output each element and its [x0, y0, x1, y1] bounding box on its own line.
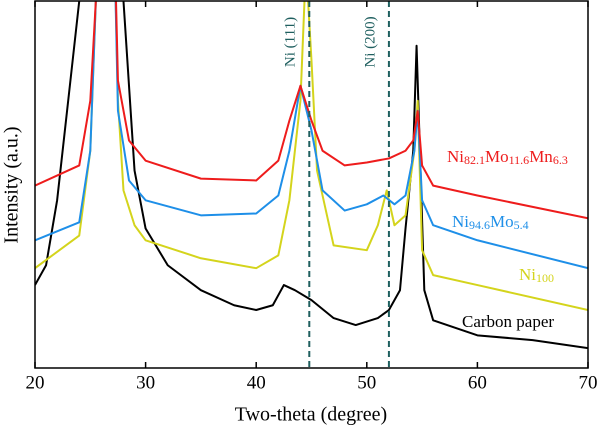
legend-text-part: 6.3 — [553, 153, 568, 167]
x-tick-label: 20 — [26, 372, 45, 393]
x-axis-label: Two-theta (degree) — [235, 404, 387, 426]
legend-text-part: Ni — [519, 265, 536, 284]
data-line — [35, 1, 588, 220]
annotation: Ni (111) — [283, 17, 299, 67]
x-tick-label: 30 — [136, 372, 155, 393]
legend-text-part: Ni — [447, 147, 464, 166]
x-tick-label: 60 — [468, 372, 487, 393]
legend-text-part: Mo — [485, 147, 509, 166]
legend-text-part: Mo — [490, 212, 514, 231]
y-axis-label: Intensity (a.u.) — [1, 126, 23, 243]
x-tick-label: 40 — [247, 372, 266, 393]
plot-frame — [34, 0, 589, 369]
plot-area — [35, 1, 588, 350]
legend-text-part: 94.6 — [469, 218, 490, 232]
x-tick-label: 50 — [357, 372, 376, 393]
legend-label: Ni100 — [519, 265, 554, 285]
legend-text-part: 82.1 — [464, 153, 485, 167]
legend-text-part: 5.4 — [514, 218, 529, 232]
legend-text-part: 100 — [536, 271, 554, 285]
x-tick-label: 70 — [579, 372, 598, 393]
legend-label: Ni82.1Mo11.6Mn6.3 — [447, 147, 568, 167]
legend-label: Ni94.6Mo5.4 — [452, 212, 529, 232]
legend-text-part: Mn — [529, 147, 553, 166]
legend-text-part: Ni — [452, 212, 469, 231]
legend-text-part: 11.6 — [509, 153, 530, 167]
legend-label: Carbon paper — [462, 312, 554, 331]
annotation: Ni (200) — [362, 16, 378, 67]
